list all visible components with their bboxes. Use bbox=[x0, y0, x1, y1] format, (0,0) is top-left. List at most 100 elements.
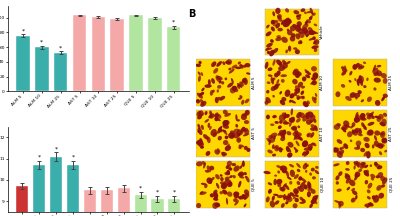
Ellipse shape bbox=[214, 191, 216, 194]
Ellipse shape bbox=[284, 196, 288, 199]
Ellipse shape bbox=[299, 202, 305, 204]
Ellipse shape bbox=[311, 66, 317, 71]
Ellipse shape bbox=[298, 186, 304, 192]
Text: B: B bbox=[188, 9, 196, 19]
Ellipse shape bbox=[286, 194, 291, 200]
Ellipse shape bbox=[295, 149, 298, 153]
Ellipse shape bbox=[294, 147, 298, 152]
Ellipse shape bbox=[341, 66, 344, 70]
Ellipse shape bbox=[294, 174, 299, 179]
Ellipse shape bbox=[345, 125, 351, 128]
Ellipse shape bbox=[216, 61, 222, 67]
Ellipse shape bbox=[277, 14, 282, 19]
Ellipse shape bbox=[221, 152, 227, 156]
Ellipse shape bbox=[211, 61, 216, 67]
Ellipse shape bbox=[283, 21, 290, 27]
Ellipse shape bbox=[363, 62, 366, 64]
Ellipse shape bbox=[227, 144, 230, 148]
Text: *: * bbox=[38, 155, 41, 160]
Ellipse shape bbox=[298, 29, 304, 34]
Ellipse shape bbox=[381, 138, 387, 144]
Ellipse shape bbox=[366, 113, 370, 116]
Ellipse shape bbox=[276, 165, 282, 168]
Ellipse shape bbox=[375, 164, 380, 168]
Ellipse shape bbox=[344, 65, 346, 71]
Ellipse shape bbox=[245, 110, 250, 116]
Ellipse shape bbox=[358, 65, 364, 70]
Ellipse shape bbox=[345, 168, 350, 171]
Ellipse shape bbox=[342, 127, 346, 132]
Ellipse shape bbox=[306, 19, 311, 23]
Bar bbox=[152, 199, 164, 216]
Ellipse shape bbox=[290, 108, 293, 116]
Ellipse shape bbox=[337, 151, 343, 158]
Ellipse shape bbox=[307, 100, 310, 104]
Ellipse shape bbox=[296, 181, 300, 185]
Ellipse shape bbox=[274, 121, 279, 124]
Ellipse shape bbox=[222, 189, 227, 195]
Ellipse shape bbox=[285, 49, 288, 53]
Ellipse shape bbox=[308, 182, 311, 189]
Ellipse shape bbox=[284, 61, 287, 64]
Ellipse shape bbox=[290, 170, 295, 177]
Ellipse shape bbox=[275, 8, 280, 14]
Ellipse shape bbox=[314, 48, 317, 52]
Ellipse shape bbox=[215, 174, 220, 179]
Ellipse shape bbox=[219, 128, 222, 132]
Ellipse shape bbox=[216, 76, 223, 80]
Ellipse shape bbox=[235, 114, 238, 121]
Ellipse shape bbox=[336, 123, 341, 126]
Ellipse shape bbox=[376, 70, 382, 76]
Ellipse shape bbox=[297, 169, 300, 172]
Ellipse shape bbox=[314, 125, 318, 131]
Text: Vehicle: Vehicle bbox=[320, 24, 324, 39]
Ellipse shape bbox=[244, 120, 249, 124]
Ellipse shape bbox=[345, 175, 351, 181]
Ellipse shape bbox=[243, 193, 249, 199]
Ellipse shape bbox=[286, 22, 289, 25]
Ellipse shape bbox=[305, 170, 307, 173]
Ellipse shape bbox=[200, 191, 203, 194]
Ellipse shape bbox=[309, 146, 312, 151]
Text: *: * bbox=[54, 146, 58, 151]
Ellipse shape bbox=[288, 46, 291, 52]
Ellipse shape bbox=[288, 142, 294, 148]
Ellipse shape bbox=[279, 130, 285, 135]
Ellipse shape bbox=[274, 200, 279, 205]
Ellipse shape bbox=[242, 194, 246, 200]
Ellipse shape bbox=[281, 37, 288, 43]
Ellipse shape bbox=[346, 161, 350, 165]
Ellipse shape bbox=[272, 59, 276, 66]
Bar bbox=[334, 110, 388, 157]
Ellipse shape bbox=[223, 140, 228, 145]
Ellipse shape bbox=[285, 8, 289, 13]
Ellipse shape bbox=[312, 80, 317, 85]
Ellipse shape bbox=[354, 128, 360, 133]
Ellipse shape bbox=[379, 122, 386, 126]
Ellipse shape bbox=[271, 21, 274, 25]
Ellipse shape bbox=[284, 112, 286, 120]
Ellipse shape bbox=[266, 115, 270, 119]
Ellipse shape bbox=[298, 73, 302, 76]
Ellipse shape bbox=[290, 94, 294, 98]
Ellipse shape bbox=[367, 115, 372, 119]
Ellipse shape bbox=[336, 91, 340, 97]
Ellipse shape bbox=[209, 166, 214, 170]
Ellipse shape bbox=[294, 89, 298, 94]
Ellipse shape bbox=[226, 165, 229, 169]
Ellipse shape bbox=[334, 124, 340, 130]
Ellipse shape bbox=[202, 161, 205, 165]
Ellipse shape bbox=[210, 129, 217, 136]
Ellipse shape bbox=[206, 151, 210, 156]
Text: *: * bbox=[173, 190, 176, 195]
Ellipse shape bbox=[352, 122, 356, 127]
Ellipse shape bbox=[200, 99, 204, 105]
Ellipse shape bbox=[232, 86, 237, 91]
Ellipse shape bbox=[294, 10, 299, 14]
Ellipse shape bbox=[220, 177, 224, 181]
Ellipse shape bbox=[305, 150, 309, 155]
Ellipse shape bbox=[278, 125, 282, 129]
Ellipse shape bbox=[225, 176, 230, 181]
Ellipse shape bbox=[245, 99, 249, 103]
Ellipse shape bbox=[357, 145, 360, 149]
